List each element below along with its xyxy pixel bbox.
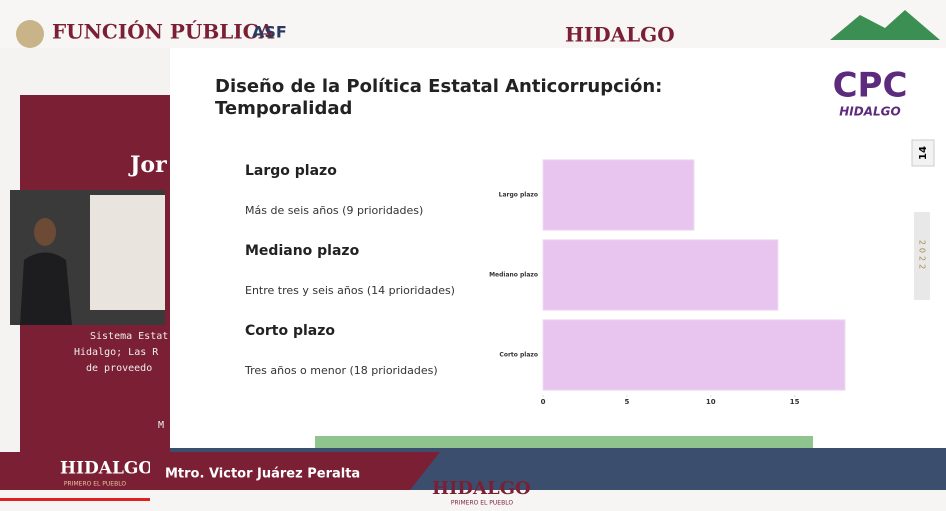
y-tick-label: Mediano plazo xyxy=(489,272,538,279)
background-text: Sistema Estat xyxy=(90,331,168,342)
motto: PRIMERO EL PUEBLO xyxy=(64,481,126,488)
x-tick-label: 10 xyxy=(706,398,716,406)
item-detail: Tres años o menor (18 prioridades) xyxy=(244,364,438,377)
item-detail: Entre tres y seis años (14 prioridades) xyxy=(245,284,455,297)
speaker-video-screen xyxy=(90,195,165,310)
background-text: de proveedo xyxy=(86,363,152,374)
footer-brand: HIDALGO xyxy=(432,478,531,499)
bar xyxy=(543,160,694,230)
y-tick-label: Corto plazo xyxy=(499,352,538,359)
x-tick-label: 5 xyxy=(624,398,629,406)
background-text: M xyxy=(158,420,164,431)
item-heading: Largo plazo xyxy=(245,163,337,179)
cpc-logo-place: HIDALGO xyxy=(839,105,900,119)
decoration xyxy=(315,436,813,450)
logo-text: ASF xyxy=(252,23,287,42)
brand: HIDALGO xyxy=(60,459,153,479)
logo-text: HIDALGO xyxy=(565,23,675,47)
year: 2022 xyxy=(918,240,927,272)
page-number: 14 xyxy=(918,146,929,160)
speaker xyxy=(34,218,56,246)
slide-title: Diseño de la Política Estatal Anticorrup… xyxy=(215,76,662,97)
footer-motto: PRIMERO EL PUEBLO xyxy=(451,500,513,507)
item-heading: Corto plazo xyxy=(245,323,335,339)
cpc-logo: CPC xyxy=(833,66,908,106)
progress-bar[interactable] xyxy=(0,498,150,501)
x-tick-label: 15 xyxy=(790,398,800,406)
background-text: Jor xyxy=(128,152,167,178)
seal xyxy=(16,20,44,48)
page: FUNCIÓN PÚBLICA ASF HIDALGO Diseño de la… xyxy=(0,0,946,511)
item-detail: Más de seis años (9 prioridades) xyxy=(245,204,423,217)
bar xyxy=(543,240,778,310)
speaker xyxy=(20,253,72,326)
y-tick-label: Largo plazo xyxy=(499,192,538,199)
slide-title: Temporalidad xyxy=(215,98,352,119)
background-text: Hidalgo; Las R xyxy=(74,347,159,358)
bar xyxy=(543,320,845,390)
video-frame: FUNCIÓN PÚBLICA ASF HIDALGO Diseño de la… xyxy=(0,0,946,511)
item-heading: Mediano plazo xyxy=(245,243,360,259)
logo-text: FUNCIÓN PÚBLICA xyxy=(52,19,275,44)
x-tick-label: 0 xyxy=(541,398,546,406)
speaker-name: Mtro. Victor Juárez Peralta xyxy=(165,467,360,482)
